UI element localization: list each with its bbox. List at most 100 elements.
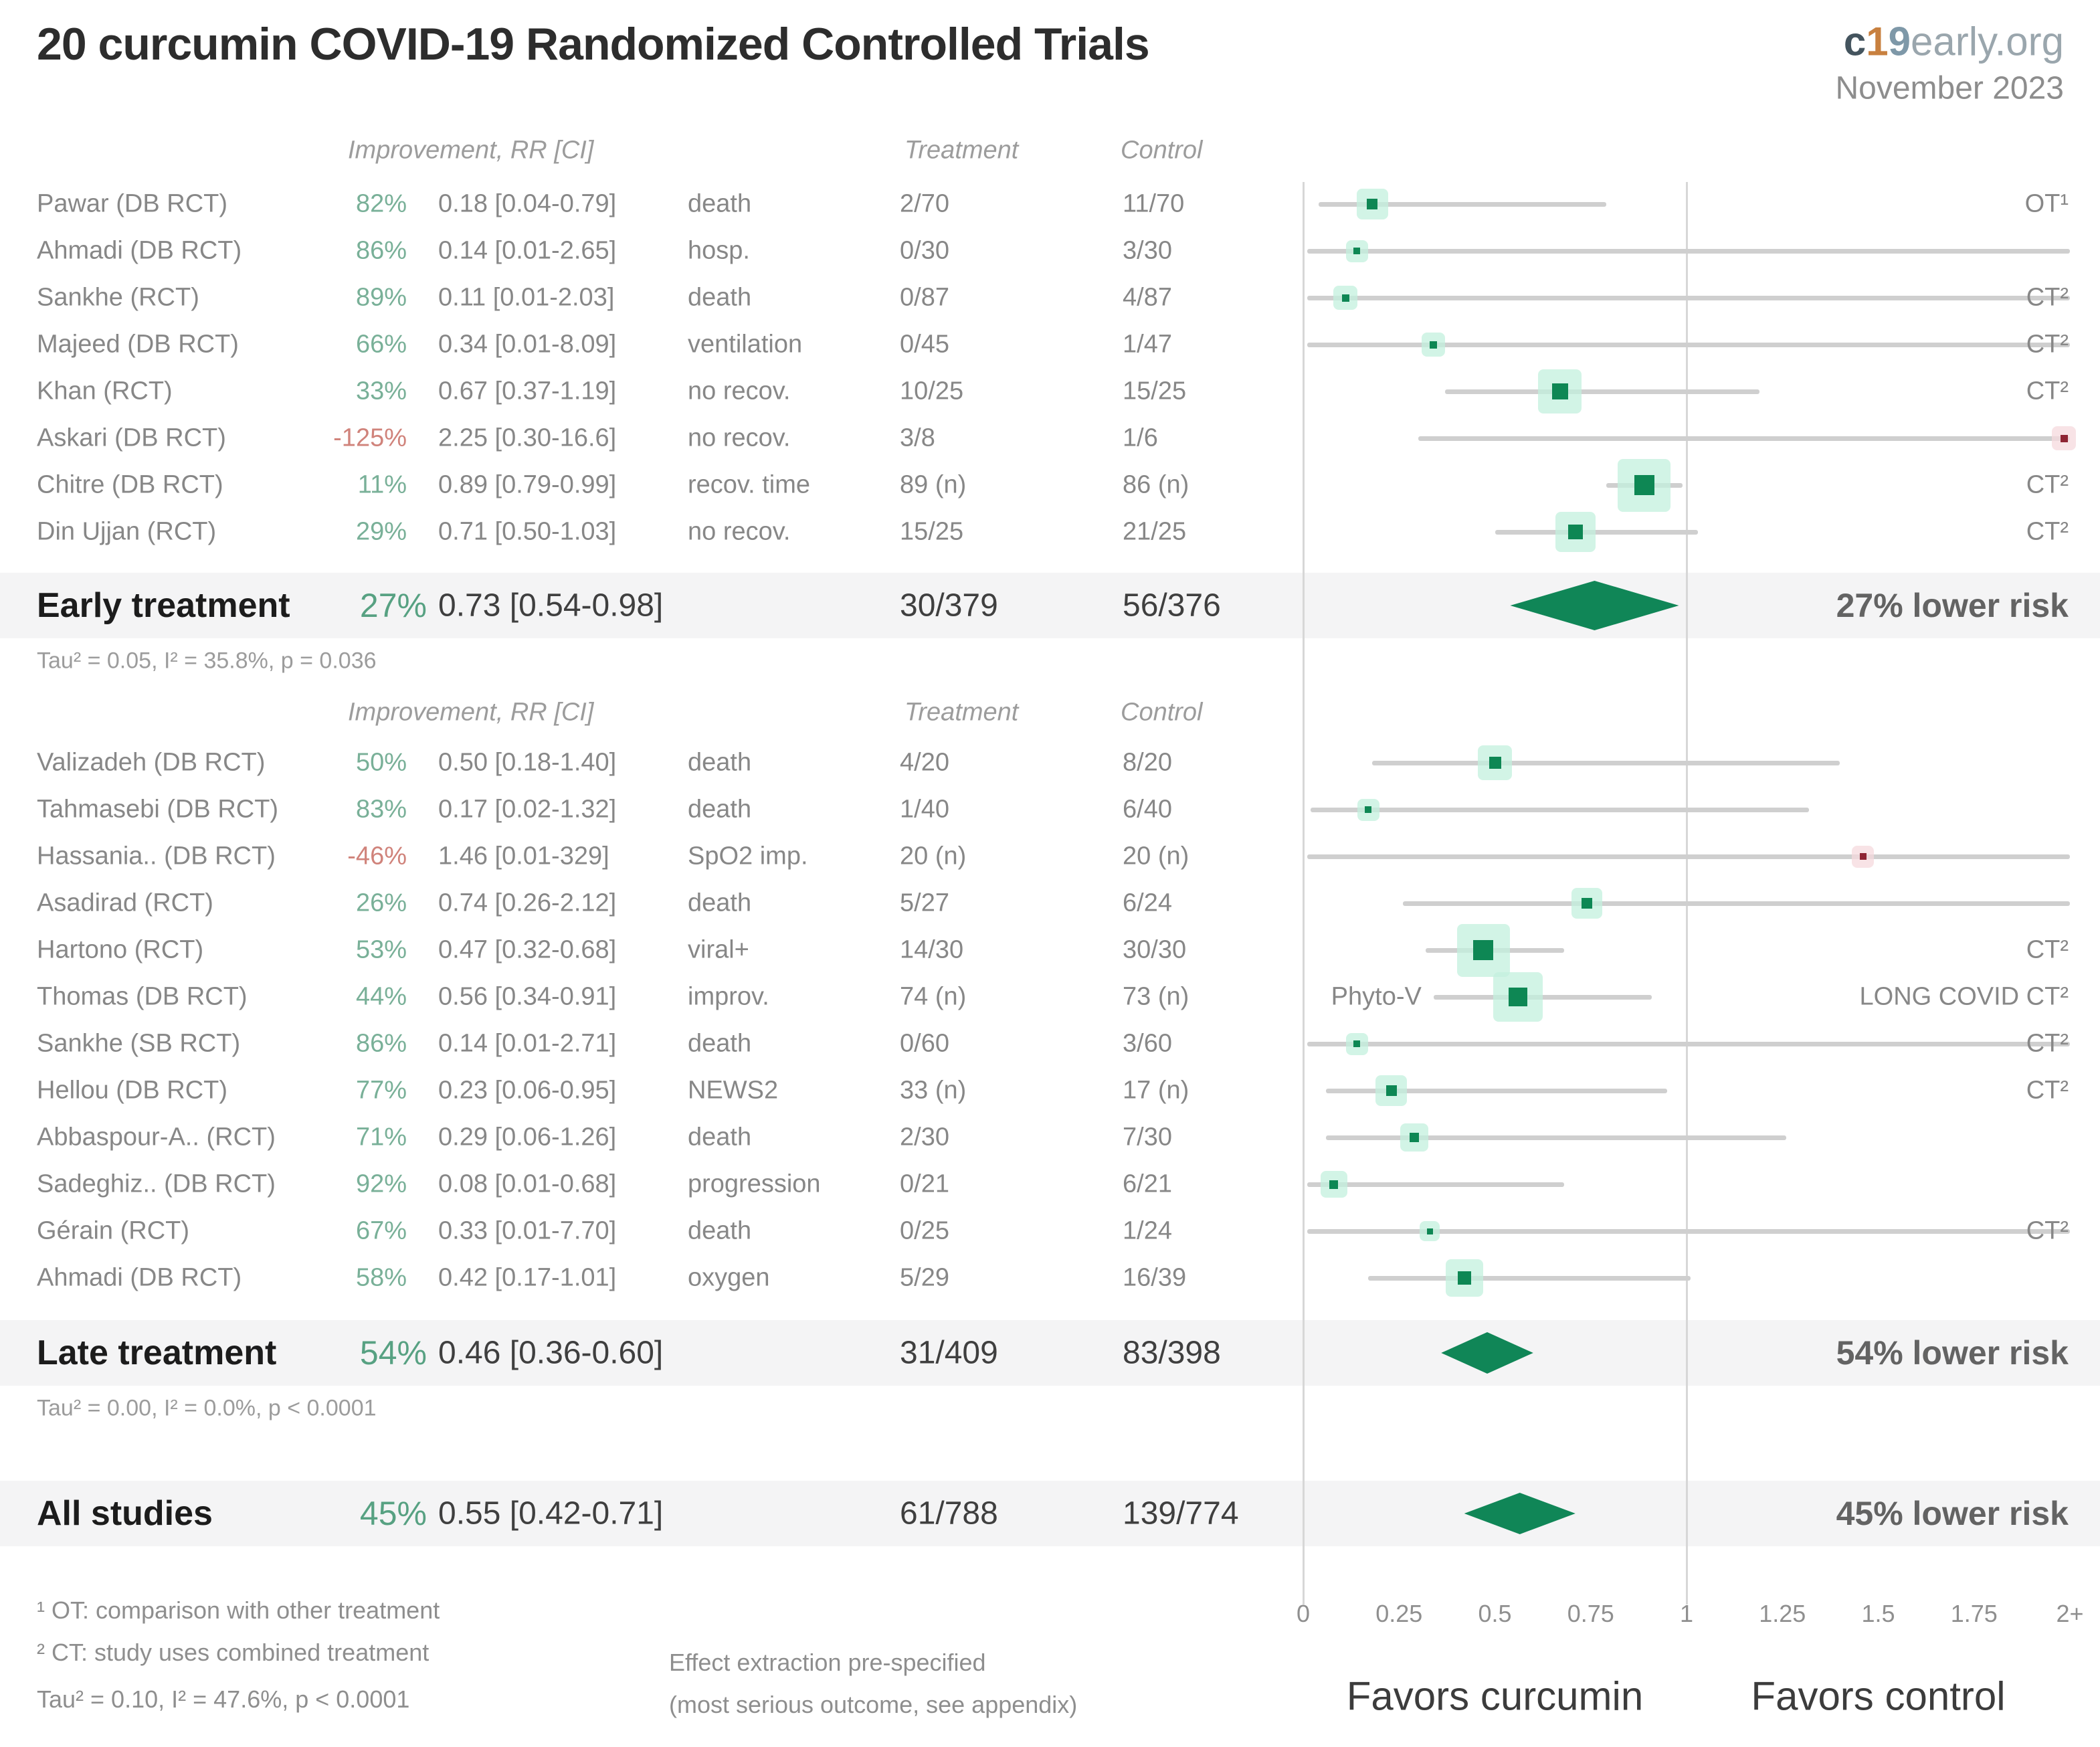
- outcome-label: recov. time: [688, 470, 811, 499]
- outcome-label: death: [688, 283, 752, 312]
- control-count: 21/25: [1123, 517, 1187, 546]
- rr-ci-value: 0.56 [0.34-0.91]: [438, 982, 617, 1011]
- effect-marker: [2060, 434, 2068, 442]
- rr-ci-value: 0.33 [0.01-7.70]: [438, 1216, 617, 1245]
- axis-tick-label: 1.5: [1861, 1600, 1895, 1627]
- ci-line: [1307, 1182, 1564, 1187]
- improvement-percent: 92%: [355, 1170, 407, 1198]
- study-note: CT²: [2026, 1216, 2069, 1245]
- summary-control-count: 83/398: [1123, 1335, 1221, 1371]
- control-count: 17 (n): [1123, 1076, 1189, 1105]
- footnote-middle: Effect extraction pre-specified: [669, 1649, 986, 1676]
- outcome-label: improv.: [688, 982, 769, 1011]
- outcome-label: oxygen: [688, 1263, 770, 1292]
- treatment-count: 5/29: [900, 1263, 949, 1292]
- outcome-label: death: [688, 889, 752, 917]
- treatment-count: 0/21: [900, 1170, 949, 1198]
- control-count: 15/25: [1123, 377, 1187, 405]
- rr-ci-value: 0.89 [0.79-0.99]: [438, 470, 617, 499]
- effect-marker: [1457, 1271, 1471, 1285]
- study-note: CT²: [2026, 1029, 2069, 1058]
- treatment-count: 5/27: [900, 889, 949, 917]
- treatment-count: 0/25: [900, 1216, 949, 1245]
- control-count: 30/30: [1123, 935, 1187, 964]
- treatment-count: 0/45: [900, 330, 949, 359]
- ci-line: [1326, 1135, 1786, 1140]
- improvement-percent: 67%: [355, 1216, 407, 1245]
- column-header-treatment: Treatment: [904, 698, 1019, 727]
- column-header-control: Control: [1121, 698, 1203, 727]
- rr-ci-value: 0.17 [0.02-1.32]: [438, 795, 617, 824]
- effect-marker: [1508, 988, 1527, 1006]
- outcome-label: death: [688, 1123, 752, 1152]
- ci-line: [1307, 296, 2070, 300]
- ci-line: [1433, 995, 1652, 1000]
- outcome-label: death: [688, 748, 752, 777]
- study-note: CT²: [2026, 330, 2069, 359]
- ci-line: [1495, 530, 1699, 535]
- outcome-label: death: [688, 795, 752, 824]
- summary-band: [0, 1481, 2100, 1546]
- summary-band: [0, 573, 2100, 638]
- favors-right-label: Favors control: [1751, 1673, 2006, 1719]
- improvement-percent: -46%: [347, 842, 407, 870]
- effect-marker: [1353, 248, 1361, 254]
- outcome-label: death: [688, 189, 752, 218]
- effect-marker: [1567, 525, 1583, 539]
- study-name: Askari (DB RCT): [37, 424, 226, 452]
- axis-tick-label: 1.75: [1950, 1600, 1998, 1627]
- treatment-count: 74 (n): [900, 982, 967, 1011]
- summary-percent: 54%: [359, 1334, 427, 1372]
- improvement-percent: 53%: [355, 935, 407, 964]
- summary-treatment-count: 31/409: [900, 1335, 998, 1371]
- footnote-left: ² CT: study uses combined treatment: [37, 1639, 429, 1666]
- rr-ci-value: 0.18 [0.04-0.79]: [438, 189, 617, 218]
- rr-ci-value: 0.23 [0.06-0.95]: [438, 1076, 617, 1105]
- rr-ci-value: 0.29 [0.06-1.26]: [438, 1123, 617, 1152]
- control-count: 3/30: [1123, 236, 1172, 265]
- effect-marker: [1859, 853, 1867, 860]
- treatment-count: 14/30: [900, 935, 964, 964]
- improvement-percent: 86%: [355, 1029, 407, 1058]
- study-name: Hartono (RCT): [37, 935, 204, 964]
- study-name: Hellou (DB RCT): [37, 1076, 228, 1105]
- control-count: 1/47: [1123, 330, 1172, 359]
- ci-line: [1307, 343, 2070, 347]
- study-note: CT²: [2026, 517, 2069, 546]
- study-note: LONG COVID CT²: [1859, 982, 2069, 1011]
- ci-line: [1368, 1276, 1691, 1281]
- effect-marker: [1386, 1085, 1397, 1096]
- column-header-control: Control: [1121, 136, 1203, 165]
- rr-ci-value: 0.14 [0.01-2.71]: [438, 1029, 617, 1058]
- reference-line-one: [1686, 182, 1688, 1604]
- study-name: Ahmadi (DB RCT): [37, 236, 242, 265]
- effect-marker: [1473, 940, 1494, 960]
- axis-tick-label: 1: [1679, 1600, 1694, 1627]
- treatment-count: 89 (n): [900, 470, 967, 499]
- treatment-count: 4/20: [900, 748, 949, 777]
- study-name: Din Ujjan (RCT): [37, 517, 217, 546]
- improvement-percent: 50%: [355, 748, 407, 777]
- rr-ci-value: 0.14 [0.01-2.65]: [438, 236, 617, 265]
- control-count: 6/40: [1123, 795, 1172, 824]
- footnote-middle: (most serious outcome, see appendix): [669, 1691, 1078, 1718]
- summary-treatment-count: 30/379: [900, 587, 998, 624]
- improvement-percent: 33%: [355, 377, 407, 405]
- effect-marker: [1365, 806, 1372, 813]
- rr-ci-value: 0.34 [0.01-8.09]: [438, 330, 617, 359]
- outcome-label: progression: [688, 1170, 821, 1198]
- brand-logo: c19early.org: [1844, 19, 2064, 65]
- axis-tick-label: 2+: [2056, 1600, 2084, 1627]
- ci-line: [1372, 761, 1840, 765]
- study-note: CT²: [2026, 283, 2069, 312]
- ci-line: [1307, 1042, 2070, 1046]
- overall-risk-label: 45% lower risk: [1836, 1495, 2069, 1532]
- improvement-percent: 26%: [355, 889, 407, 917]
- rr-ci-value: 1.46 [0.01-329]: [438, 842, 609, 870]
- effect-marker: [1551, 383, 1568, 399]
- control-count: 86 (n): [1123, 470, 1189, 499]
- ci-line: [1326, 1089, 1668, 1093]
- control-count: 16/39: [1123, 1263, 1187, 1292]
- ci-line: [1402, 901, 2070, 906]
- improvement-percent: 83%: [355, 795, 407, 824]
